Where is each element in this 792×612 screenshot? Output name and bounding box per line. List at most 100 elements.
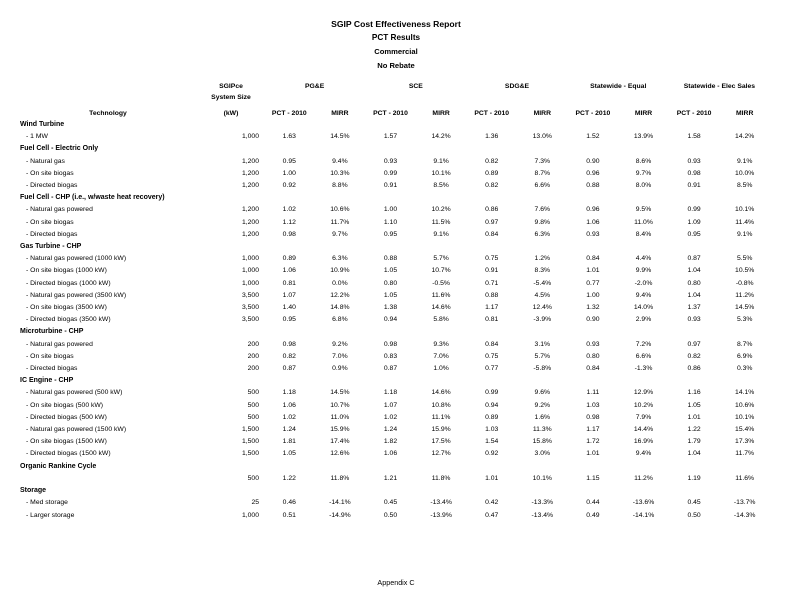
table-row: - Directed biogas (1000 kW) 1,000 0.81 0.0%… <box>18 278 770 290</box>
page-footer: Appendix C <box>377 578 415 587</box>
cell-value: 1.01 <box>586 267 600 275</box>
cell-value: 0.81 <box>485 316 499 324</box>
table-row: - Directed biogas 200 0.87 0.9% 0.87 1.0% 0.77… <box>18 363 770 375</box>
cell-value: 9.9% <box>635 267 652 275</box>
cell-value: 1.36 <box>485 133 499 141</box>
cell-value: 0.0% <box>332 279 348 287</box>
cell-value: 0.71 <box>485 279 499 287</box>
group-header-sce: SCE <box>408 83 423 90</box>
cell-value: 8.8% <box>332 182 348 190</box>
cell-value: 0.82 <box>687 352 701 360</box>
cell-value: -14.1% <box>632 511 655 519</box>
row-label: - Med storage <box>26 499 68 507</box>
cell-value: 0.83 <box>383 352 398 360</box>
cell-value: 0.88 <box>586 182 600 190</box>
mirr-header-sce: MIRR <box>432 110 450 117</box>
row-label: - Natural gas powered <box>26 340 93 348</box>
cell-value: -13.4% <box>430 499 452 507</box>
cell-value: -13.3% <box>531 499 554 507</box>
cell-value: 1.22 <box>282 474 296 482</box>
cell-value: 11.0% <box>634 218 653 226</box>
system-size-value: 25 <box>251 499 259 507</box>
cell-value: 1.58 <box>687 133 701 141</box>
cell-value: 1.05 <box>687 401 701 409</box>
cell-value: -13.9% <box>430 511 452 519</box>
table-row: - 1 MW 1,000 1.63 14.5% 1.57 14.2% 1.36 13.0% 1.… <box>18 131 770 143</box>
cell-value: 0.87 <box>383 365 398 373</box>
cell-value: -3.9% <box>533 316 552 324</box>
cell-value: 0.81 <box>282 279 296 287</box>
size-header-line3: (kW) <box>223 110 239 117</box>
cell-value: 9.4% <box>332 157 348 165</box>
cell-value: 0.90 <box>586 157 600 165</box>
row-label: - Directed biogas (500 kW) <box>26 413 107 421</box>
cell-value: 0.44 <box>586 499 600 507</box>
cell-value: 11.6% <box>735 474 755 482</box>
cell-value: 1.04 <box>687 450 701 458</box>
cell-value: 14.5% <box>330 133 350 141</box>
cell-value: 1.21 <box>383 474 398 482</box>
cell-value: 1.09 <box>687 218 701 226</box>
cell-value: 1.05 <box>383 267 398 275</box>
row-label: - Directed biogas <box>26 365 78 373</box>
cell-value: 0.45 <box>687 499 701 507</box>
section-label: Microturbine - CHP <box>20 328 84 336</box>
cell-value: 10.1% <box>431 169 451 177</box>
cell-value: 1.03 <box>485 426 499 434</box>
cell-value: 14.6% <box>431 304 451 312</box>
row-label: - On site biogas <box>26 169 74 177</box>
cell-value: 1.07 <box>383 401 398 409</box>
cell-value: 5.7% <box>534 352 551 360</box>
cell-value: 1.52 <box>586 133 600 141</box>
cell-value: 1.16 <box>687 389 701 397</box>
cell-value: 10.2% <box>633 401 654 409</box>
system-size-value: 1,000 <box>241 279 259 287</box>
cell-value: 8.5% <box>736 182 753 190</box>
cell-value: 0.99 <box>485 389 499 397</box>
system-size-value: 1,500 <box>241 438 259 446</box>
cell-value: 6.6% <box>635 352 652 360</box>
system-size-value: 1,200 <box>241 182 259 190</box>
cell-value: 0.99 <box>383 169 398 177</box>
cell-value: 1.18 <box>282 389 296 397</box>
cell-value: 10.1% <box>532 474 552 482</box>
cell-value: 11.4% <box>735 218 755 226</box>
cell-value: 0.80 <box>586 352 600 360</box>
section-label: Storage <box>20 487 47 495</box>
cell-value: 1.38 <box>383 304 398 312</box>
system-size-value: 1,000 <box>241 255 259 263</box>
cell-value: 9.1% <box>433 230 449 238</box>
cell-value: 0.86 <box>485 206 499 214</box>
cell-value: 0.95 <box>687 230 701 238</box>
pct-header-sdge: PCT - 2010 <box>474 110 510 117</box>
cell-value: 13.9% <box>633 133 654 141</box>
cell-value: 8.0% <box>635 182 652 190</box>
group-header-sdge: SDG&E <box>504 83 530 90</box>
pct-header-statewide-equal: PCT - 2010 <box>575 110 611 117</box>
cell-value: 11.2% <box>735 291 755 299</box>
row-label: - Directed biogas (3500 kW) <box>26 316 111 324</box>
cell-value: 0.93 <box>586 340 600 348</box>
cell-value: 1.24 <box>282 426 296 434</box>
cell-value: 1.01 <box>485 474 499 482</box>
cell-value: 0.82 <box>282 352 296 360</box>
report-rebate: No Rebate <box>377 61 415 70</box>
cell-value: 14.2% <box>431 133 451 141</box>
cell-value: 0.94 <box>383 316 398 324</box>
cell-value: 10.1% <box>735 206 755 214</box>
row-label: - Natural gas <box>26 157 65 165</box>
cell-value: 7.6% <box>534 206 551 214</box>
cell-value: 1.02 <box>383 413 398 421</box>
cell-value: 0.47 <box>485 511 499 519</box>
technology-header: Technology <box>89 110 127 117</box>
cell-value: 11.1% <box>431 413 451 421</box>
pct-header-pge: PCT - 2010 <box>271 110 307 117</box>
cell-value: 1.00 <box>383 206 398 214</box>
cell-value: 8.7% <box>736 340 753 348</box>
cell-value: 8.4% <box>635 230 652 238</box>
cell-value: 1.24 <box>383 426 398 434</box>
table-row: - Natural gas 1,200 0.95 9.4% 0.93 9.1% 0.82 7.… <box>18 156 770 168</box>
cell-value: 0.77 <box>485 365 499 373</box>
table-row: - On site biogas (3500 kW) 3,500 1.40 14.8%… <box>18 302 770 314</box>
row-label: - Directed biogas (1500 kW) <box>26 450 111 458</box>
